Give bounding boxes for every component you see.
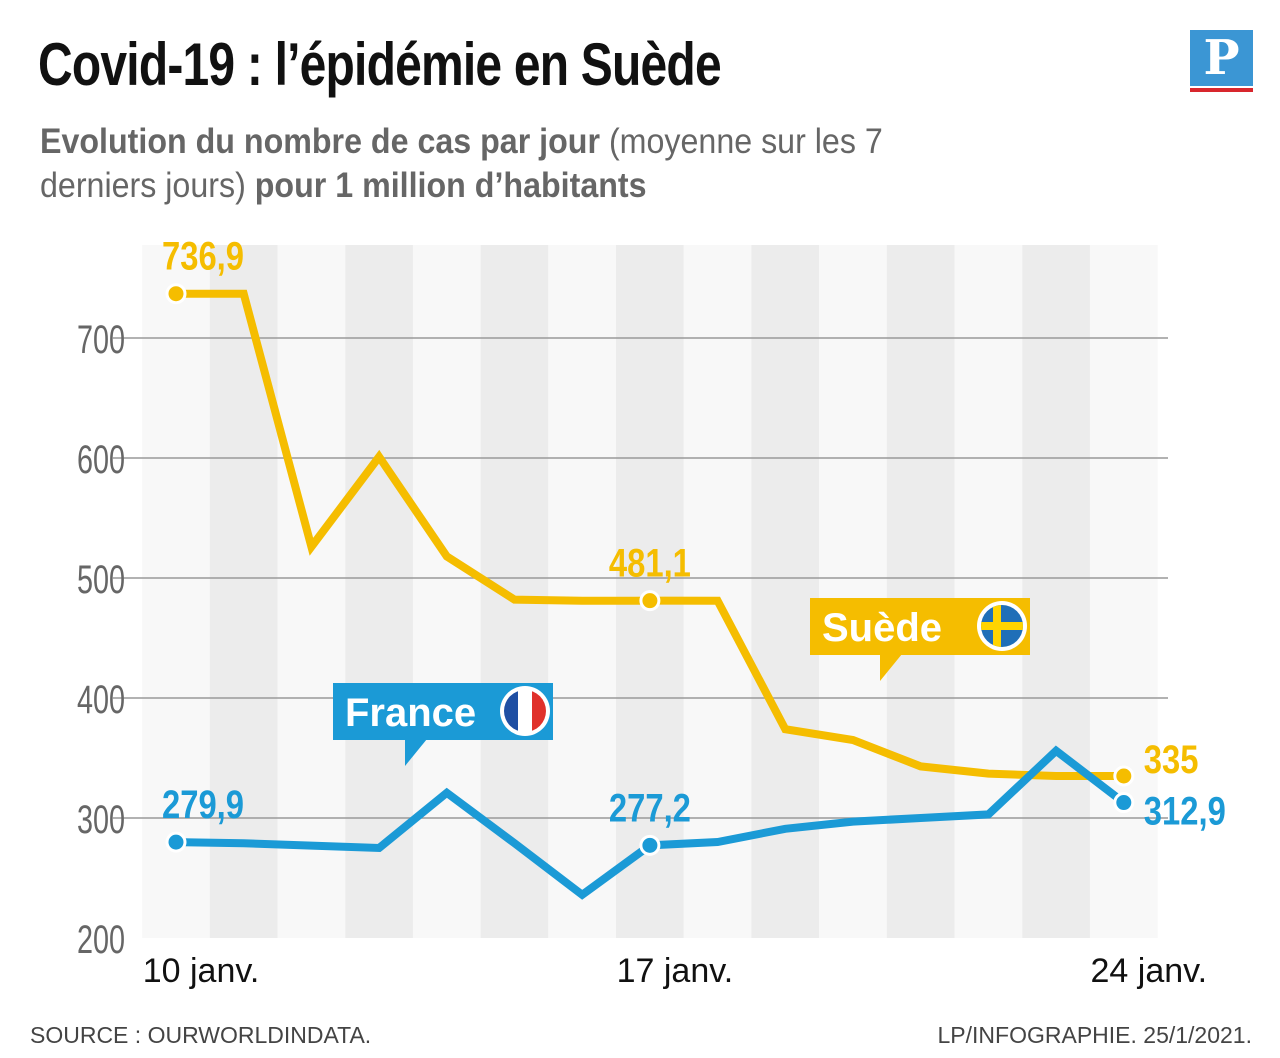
y-tick-label: 200 (77, 917, 125, 962)
data-label: 279,9 (162, 782, 244, 827)
day-stripe (277, 245, 346, 938)
legend-label: Suède (822, 606, 942, 650)
le-parisien-logo: P (1190, 30, 1253, 92)
data-point (165, 283, 187, 305)
x-tick-label: 10 janv. (143, 952, 260, 990)
day-stripe (142, 245, 210, 938)
credit-note: LP/INFOGRAPHIE. 25/1/2021. (937, 1022, 1252, 1048)
data-label: 736,9 (162, 234, 244, 279)
flag-cross-v (993, 605, 1001, 647)
legend-france: France (333, 683, 553, 766)
data-point (639, 590, 661, 612)
day-stripe (480, 245, 549, 938)
y-tick-label: 600 (77, 437, 125, 482)
data-label: 277,2 (609, 785, 691, 830)
data-label: 481,1 (609, 541, 691, 586)
sweden-flag-icon (981, 605, 1023, 647)
y-tick-label: 400 (77, 677, 125, 722)
data-point (165, 831, 187, 853)
subtitle-bold-2: pour 1 million d’habitants (254, 166, 647, 205)
legend-pointer (405, 739, 427, 766)
legend-label: France (345, 691, 476, 735)
subtitle-normal: (moyenne sur les 7 derniers jours) (40, 122, 883, 205)
x-tick-label: 17 janv. (617, 952, 734, 990)
france-flag-icon (504, 690, 546, 732)
flag-red (532, 690, 546, 732)
data-point (1113, 765, 1135, 787)
day-stripe (1089, 245, 1158, 938)
flag-cross-h (981, 622, 1023, 630)
day-stripe (954, 245, 1023, 938)
day-stripe (683, 245, 752, 938)
data-label: 312,9 (1144, 788, 1226, 833)
y-tick-label: 300 (77, 797, 125, 842)
page-title: Covid-19 : l’épidémie en Suède (38, 31, 722, 98)
source-note: SOURCE : OURWORLDINDATA. (30, 1022, 372, 1048)
x-tick-label: 24 janv. (1091, 952, 1208, 990)
day-stripe (548, 245, 617, 938)
subtitle-bold: Evolution du nombre de cas par jour (40, 122, 601, 161)
day-stripe (1022, 245, 1090, 938)
page-subtitle: Evolution du nombre de cas par jour (moy… (40, 120, 960, 208)
data-point (1113, 792, 1135, 814)
flag-white (518, 690, 532, 732)
day-stripe (209, 245, 278, 938)
y-tick-label: 700 (77, 317, 125, 362)
legend-suède: Suède (810, 598, 1030, 681)
day-stripe (819, 245, 887, 938)
data-point (639, 834, 661, 856)
data-label: 335 (1144, 737, 1199, 782)
day-stripe (345, 245, 413, 938)
legend-pointer (880, 654, 902, 681)
y-tick-label: 500 (77, 557, 125, 602)
day-stripe (886, 245, 955, 938)
flag-blue (504, 690, 518, 732)
day-stripe (412, 245, 481, 938)
